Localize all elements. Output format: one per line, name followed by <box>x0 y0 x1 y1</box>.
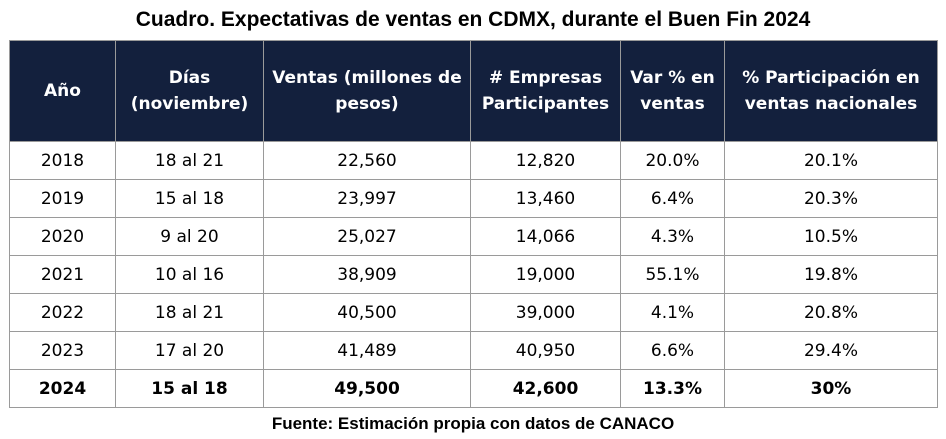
cell-sales: 23,997 <box>263 179 471 218</box>
table-title: Cuadro. Expectativas de ventas en CDMX, … <box>135 8 811 31</box>
cell-companies: 40,950 <box>470 331 621 370</box>
cell-year: 2022 <box>9 293 116 332</box>
cell-sales: 38,909 <box>263 255 471 294</box>
cell-year: 2020 <box>9 217 116 256</box>
table-row-highlight: 2024 15 al 18 49,500 42,600 13.3% 30% <box>9 369 938 408</box>
cell-days: 18 al 21 <box>115 293 264 332</box>
header-companies: # Empresas Participantes <box>470 40 621 142</box>
cell-companies: 13,460 <box>470 179 621 218</box>
header-var: Var % en ventas <box>620 40 725 142</box>
cell-companies: 42,600 <box>470 369 621 408</box>
cell-companies: 14,066 <box>470 217 621 256</box>
cell-share: 30% <box>724 369 938 408</box>
cell-companies: 19,000 <box>470 255 621 294</box>
cell-var: 6.4% <box>620 179 725 218</box>
cell-var: 20.0% <box>620 141 725 180</box>
cell-share: 20.1% <box>724 141 938 180</box>
cell-year: 2019 <box>9 179 116 218</box>
cell-share: 20.8% <box>724 293 938 332</box>
cell-sales: 49,500 <box>263 369 471 408</box>
table-row: 2019 15 al 18 23,997 13,460 6.4% 20.3% <box>9 179 938 218</box>
cell-days: 15 al 18 <box>115 369 264 408</box>
cell-share: 19.8% <box>724 255 938 294</box>
table-row: 2023 17 al 20 41,489 40,950 6.6% 29.4% <box>9 331 938 370</box>
cell-sales: 22,560 <box>263 141 471 180</box>
cell-year: 2024 <box>9 369 116 408</box>
header-var-text: Var % en ventas <box>630 68 715 114</box>
cell-share: 10.5% <box>724 217 938 256</box>
header-row: Año Días (noviembre) Ventas (millones de… <box>9 40 938 142</box>
cell-days: 10 al 16 <box>115 255 264 294</box>
header-share-text: % Participación en ventas nacionales <box>742 68 920 114</box>
table-row: 2020 9 al 20 25,027 14,066 4.3% 10.5% <box>9 217 938 256</box>
header-sales-text: Ventas (millones de pesos) <box>272 68 462 114</box>
header-days-text: Días (noviembre) <box>130 68 249 114</box>
cell-days: 18 al 21 <box>115 141 264 180</box>
cell-var: 6.6% <box>620 331 725 370</box>
cell-days: 17 al 20 <box>115 331 264 370</box>
header-companies-text: # Empresas Participantes <box>481 68 610 114</box>
cell-var: 4.3% <box>620 217 725 256</box>
source-note: Fuente: Estimación propia con datos de C… <box>271 414 675 433</box>
cell-year: 2021 <box>9 255 116 294</box>
cell-var: 13.3% <box>620 369 725 408</box>
cell-days: 15 al 18 <box>115 179 264 218</box>
cell-share: 20.3% <box>724 179 938 218</box>
cell-companies: 12,820 <box>470 141 621 180</box>
cell-share: 29.4% <box>724 331 938 370</box>
table-row: 2021 10 al 16 38,909 19,000 55.1% 19.8% <box>9 255 938 294</box>
header-year: Año <box>9 40 116 142</box>
cell-days: 9 al 20 <box>115 217 264 256</box>
table-row: 2018 18 al 21 22,560 12,820 20.0% 20.1% <box>9 141 938 180</box>
table-row: 2022 18 al 21 40,500 39,000 4.1% 20.8% <box>9 293 938 332</box>
cell-var: 4.1% <box>620 293 725 332</box>
header-days: Días (noviembre) <box>115 40 264 142</box>
cell-year: 2018 <box>9 141 116 180</box>
cell-sales: 41,489 <box>263 331 471 370</box>
cell-sales: 25,027 <box>263 217 471 256</box>
header-share: % Participación en ventas nacionales <box>724 40 938 142</box>
cell-year: 2023 <box>9 331 116 370</box>
cell-companies: 39,000 <box>470 293 621 332</box>
cell-sales: 40,500 <box>263 293 471 332</box>
cell-var: 55.1% <box>620 255 725 294</box>
header-sales: Ventas (millones de pesos) <box>263 40 471 142</box>
sales-table: Año Días (noviembre) Ventas (millones de… <box>9 40 938 408</box>
